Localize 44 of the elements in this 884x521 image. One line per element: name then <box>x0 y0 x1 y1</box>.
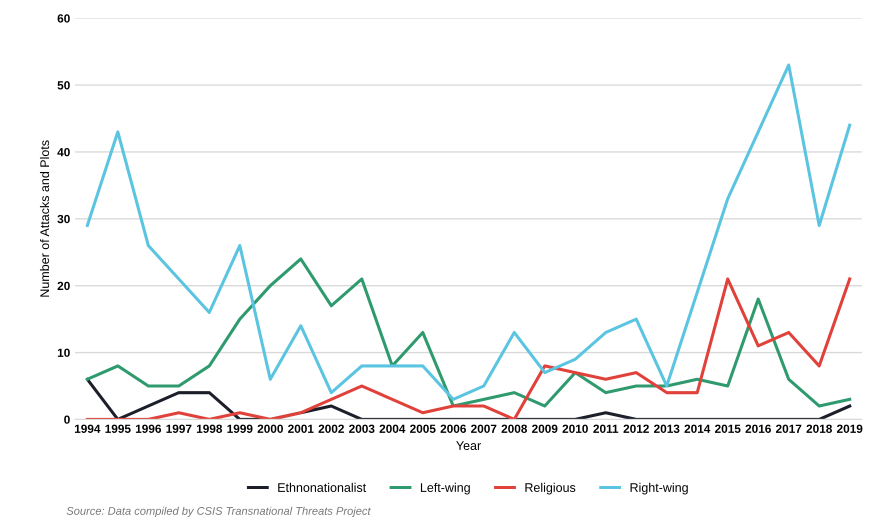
line-series <box>86 257 852 408</box>
legend-label: Left-wing <box>420 482 470 494</box>
x-tick-label: 2000 <box>258 424 283 433</box>
x-tick-label: 2008 <box>502 424 528 433</box>
x-tick-label: 2017 <box>776 424 802 433</box>
line-series <box>86 378 852 420</box>
x-axis-title: Year <box>456 441 481 450</box>
x-tick-label: 2016 <box>746 424 771 433</box>
x-tick-label: 2004 <box>380 424 406 433</box>
x-tick-label: 2009 <box>532 424 558 433</box>
x-tick-label: 2007 <box>471 424 496 433</box>
y-tick-label: 0 <box>64 415 70 424</box>
line-series <box>86 64 852 401</box>
x-tick-label: 2003 <box>349 424 374 433</box>
y-tick-label: 10 <box>58 348 70 357</box>
x-tick-label: 2013 <box>654 424 680 433</box>
y-tick-label: 60 <box>58 14 70 23</box>
x-tick-label: 1995 <box>105 424 131 433</box>
x-tick-label: 2010 <box>562 424 588 433</box>
line-series <box>86 277 852 420</box>
x-tick-label: 1997 <box>166 424 192 433</box>
y-tick-label: 30 <box>57 214 70 224</box>
x-tick-label: 2011 <box>593 424 618 433</box>
x-tick-label: 2019 <box>836 424 862 433</box>
x-tick-label: 1998 <box>196 424 222 433</box>
y-axis-title: Number of Attacks and Plots <box>40 140 50 297</box>
legend-label: Right-wing <box>630 482 688 494</box>
source-note: Source: Data compiled by CSIS Transnational Threats Project <box>66 506 371 518</box>
x-tick-label: 2001 <box>288 424 314 433</box>
x-tick-label: 2012 <box>624 424 649 433</box>
x-tick-label: 2014 <box>684 424 710 433</box>
y-tick-label: 20 <box>58 282 70 290</box>
x-tick-label: 2015 <box>715 424 741 433</box>
x-tick-label: 2002 <box>318 424 344 433</box>
x-tick-label: 2006 <box>440 424 466 433</box>
x-tick-label: 1999 <box>227 424 253 433</box>
x-tick-label: 1994 <box>74 424 100 433</box>
y-tick-label: 50 <box>58 81 70 90</box>
x-tick-label: 1996 <box>136 424 162 433</box>
x-tick-label: 2005 <box>410 424 436 433</box>
legend-label: Religious <box>525 482 576 494</box>
y-tick-label: 40 <box>57 148 70 156</box>
legend-label: Ethnonationalist <box>278 482 366 492</box>
x-tick-label: 2018 <box>806 424 832 433</box>
